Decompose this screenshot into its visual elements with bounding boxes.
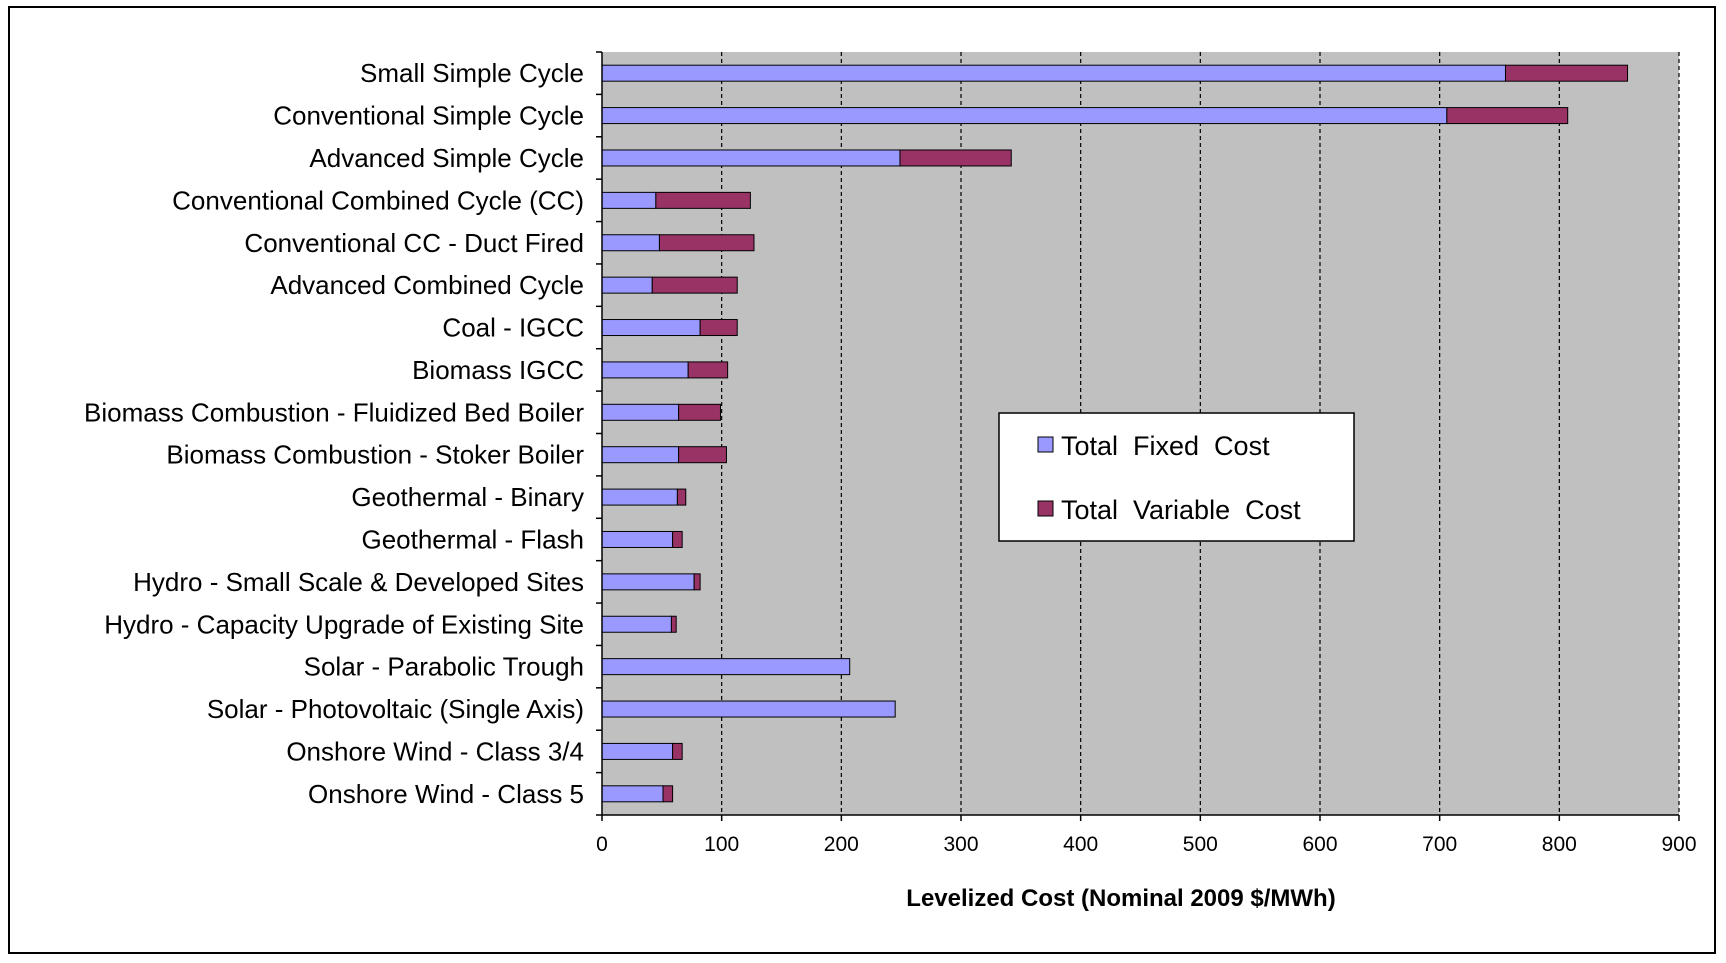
legend-box [998, 412, 1355, 542]
category-label-7: Biomass IGCC [412, 355, 584, 385]
category-labels: Small Simple Cycle Conventional Simple Cy… [84, 58, 584, 809]
bar-variable-4 [658, 234, 755, 252]
bar-variable-12 [693, 573, 701, 591]
x-tick-label-900: 900 [1661, 833, 1696, 856]
bar-variable-7 [687, 361, 729, 379]
legend-label-variable: Total Variable Cost [1061, 495, 1301, 525]
bar-variable-13 [670, 615, 677, 633]
x-tick-label-500: 500 [1183, 833, 1218, 856]
legend-swatch-fixed [1037, 436, 1054, 453]
category-label-17: Onshore Wind - Class 5 [308, 779, 584, 809]
bar-fixed-6 [601, 319, 701, 337]
category-label-2: Advanced Simple Cycle [309, 143, 584, 173]
bar-fixed-3 [601, 191, 657, 209]
x-tick-label-300: 300 [943, 833, 978, 856]
x-axis-title: Levelized Cost (Nominal 2009 $/MWh) [906, 885, 1335, 912]
bar-variable-11 [672, 530, 683, 548]
bar-variable-17 [662, 785, 674, 803]
bar-variable-3 [655, 191, 751, 209]
bar-variable-10 [676, 488, 687, 506]
x-tick-label-400: 400 [1063, 833, 1098, 856]
bar-fixed-17 [601, 785, 664, 803]
category-label-15: Solar - Photovoltaic (Single Axis) [207, 694, 584, 724]
x-tick-label-200: 200 [824, 833, 859, 856]
x-tick-label-800: 800 [1542, 833, 1577, 856]
bar-variable-1 [1446, 107, 1569, 125]
category-label-9: Biomass Combustion - Stoker Boiler [166, 440, 584, 470]
bar-fixed-13 [601, 615, 672, 633]
bar-fixed-14 [601, 658, 851, 676]
bar-variable-2 [899, 149, 1012, 167]
bar-fixed-9 [601, 446, 680, 464]
bar-fixed-10 [601, 488, 678, 506]
bar-variable-8 [678, 403, 721, 421]
category-label-6: Coal - IGCC [442, 313, 584, 343]
bar-variable-16 [672, 742, 683, 760]
category-label-4: Conventional CC - Duct Fired [244, 228, 584, 258]
bar-fixed-16 [601, 742, 674, 760]
legend-label-fixed: Total Fixed Cost [1061, 431, 1270, 461]
bar-fixed-12 [601, 573, 695, 591]
category-label-8: Biomass Combustion - Fluidized Bed Boile… [84, 397, 584, 427]
category-label-16: Onshore Wind - Class 3/4 [286, 736, 584, 766]
legend-swatch-variable [1037, 500, 1054, 517]
bars [601, 64, 1629, 803]
category-label-5: Advanced Combined Cycle [270, 270, 584, 300]
category-label-12: Hydro - Small Scale & Developed Sites [133, 567, 584, 597]
bar-fixed-4 [601, 234, 660, 252]
axes [596, 51, 1680, 821]
bar-fixed-0 [601, 64, 1506, 82]
x-tick-labels: 0 100 200 300 400 500 600 700 800 900 [596, 833, 1696, 856]
category-label-0: Small Simple Cycle [360, 58, 584, 88]
category-label-11: Geothermal - Flash [361, 524, 584, 554]
bar-fixed-2 [601, 149, 901, 167]
bar-variable-0 [1504, 64, 1629, 82]
category-label-1: Conventional Simple Cycle [273, 101, 584, 131]
x-tick-label-0: 0 [596, 833, 608, 856]
bar-variable-5 [651, 276, 738, 294]
x-tick-label-700: 700 [1422, 833, 1457, 856]
legend: Total Fixed Cost Total Variable Cost [998, 412, 1355, 542]
bar-variable-6 [699, 319, 738, 337]
category-label-3: Conventional Combined Cycle (CC) [172, 185, 584, 215]
bar-fixed-15 [601, 700, 896, 718]
x-tick-label-100: 100 [704, 833, 739, 856]
bar-fixed-7 [601, 361, 689, 379]
category-label-13: Hydro - Capacity Upgrade of Existing Sit… [104, 609, 584, 639]
bar-fixed-1 [601, 107, 1448, 125]
category-label-10: Geothermal - Binary [351, 482, 584, 512]
bar-fixed-5 [601, 276, 653, 294]
bar-fixed-11 [601, 530, 674, 548]
bar-variable-9 [678, 446, 727, 464]
x-tick-label-600: 600 [1302, 833, 1337, 856]
bar-fixed-8 [601, 403, 680, 421]
category-label-14: Solar - Parabolic Trough [304, 652, 584, 682]
